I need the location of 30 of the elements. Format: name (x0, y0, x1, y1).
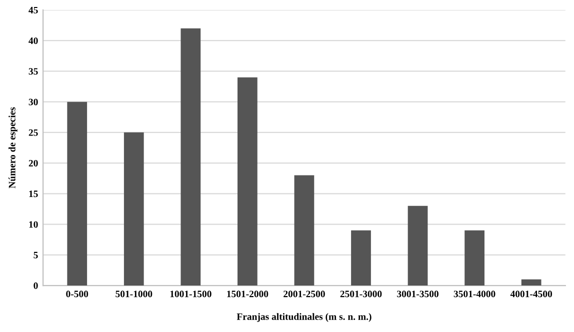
y-axis-title: Número de especies (8, 107, 18, 188)
bar (294, 175, 314, 286)
bar (238, 77, 258, 286)
x-tick-label: 1001-1500 (170, 290, 212, 298)
y-tick-label: 45 (28, 6, 38, 14)
x-tick-label: 3501-4000 (454, 290, 496, 298)
bar (124, 132, 144, 286)
x-tick-label: 3001-3500 (397, 290, 438, 298)
y-tick-label: 20 (28, 160, 38, 167)
bar (464, 230, 484, 286)
y-tick-label: 15 (29, 190, 38, 198)
bar (67, 102, 88, 286)
bar (408, 206, 428, 286)
y-tick-label: 0 (34, 282, 38, 289)
x-tick-label: 2501-3000 (340, 290, 382, 298)
y-tick-label: 5 (34, 252, 38, 258)
x-axis-title: Franjas altitudinales (m s. n. m.) (236, 313, 372, 322)
y-tick-label: 30 (28, 98, 38, 106)
x-tick-label: 2001-2500 (284, 290, 325, 298)
y-tick-label: 25 (28, 129, 38, 136)
y-tick-label: 35 (28, 68, 38, 75)
x-tick-label: 501-1000 (116, 290, 152, 298)
x-tick-label: 0-500 (66, 290, 88, 298)
y-tick-label: 40 (28, 37, 38, 44)
bar (180, 28, 201, 286)
bar (521, 279, 542, 286)
x-tick-label: 1501-2000 (227, 290, 268, 298)
y-tick-label: 10 (29, 221, 38, 228)
x-tick-label: 4001-4500 (510, 290, 552, 298)
bar (351, 230, 371, 286)
